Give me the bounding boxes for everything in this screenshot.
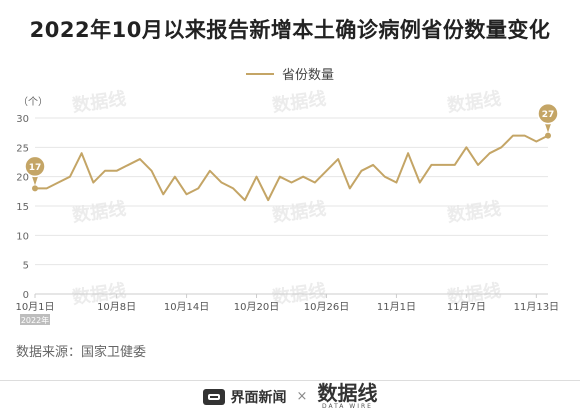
y-tick-label: 0	[23, 290, 29, 301]
x-tick-label: 11月1日	[377, 301, 416, 313]
watermark-text: 数据线	[71, 197, 128, 226]
annotation-label: 27	[542, 110, 555, 120]
chart-title: 2022年10月以来报告新增本土确诊病例省份数量变化	[29, 18, 551, 42]
datawire-brand: 数据线 DATA WIRE	[317, 383, 377, 410]
y-tick-label: 5	[23, 261, 29, 272]
watermark-text: 数据线	[271, 197, 328, 226]
legend-label: 省份数量	[281, 68, 334, 83]
datawire-brand-subtext: DATA WIRE	[321, 403, 373, 410]
y-unit-label: （个）	[18, 96, 48, 108]
x-tick-label: 10月8日	[97, 301, 136, 313]
x-tick-label: 11月7日	[447, 301, 486, 313]
series-line	[35, 134, 549, 202]
y-axis: 0 5 10 15 20 25 30 （个）	[16, 96, 48, 301]
footer: 界面新闻 × 数据线 DATA WIRE	[0, 383, 580, 410]
data-source: 数据来源：国家卫健委	[16, 345, 147, 360]
annotation-bubble	[537, 102, 559, 125]
x-tick-label: 10月20日	[234, 301, 279, 313]
x-axis: 10月1日 2022年 10月8日 10月14日 10月20日 10月26日 11月1日 11…	[15, 293, 559, 325]
x-tick-label: 10月26日	[304, 301, 349, 313]
grid-lines	[35, 117, 548, 266]
y-tick-label: 25	[16, 143, 29, 154]
x-sublabel-badge	[20, 314, 50, 325]
watermark-text: 数据线	[446, 197, 503, 226]
jiemian-logo-icon	[202, 388, 225, 405]
y-tick-label: 30	[16, 114, 29, 125]
y-tick-label: 15	[16, 202, 29, 213]
annotation-point	[545, 132, 551, 139]
annotation-label: 17	[29, 163, 42, 173]
x-tick-label: 10月14日	[164, 301, 209, 313]
annotation-bubble	[24, 155, 46, 178]
legend: 省份数量	[0, 64, 580, 83]
y-tick-label: 10	[16, 231, 29, 242]
datawire-brand-text: 数据线	[317, 381, 378, 405]
jiemian-brand: 界面新闻	[202, 387, 287, 407]
jiemian-brand-text: 界面新闻	[230, 389, 287, 406]
brand-separator: ×	[296, 389, 308, 404]
watermark-text: 数据线	[271, 87, 328, 116]
legend-swatch	[245, 72, 274, 75]
annotation-point	[32, 185, 38, 192]
y-tick-label: 20	[16, 173, 29, 184]
series-layer	[35, 134, 549, 202]
x-tick-label: 10月1日	[15, 301, 54, 313]
x-tick-label: 11月13日	[514, 301, 559, 313]
watermark-text: 数据线	[446, 87, 503, 116]
footer-divider	[0, 380, 580, 381]
x-tick-sublabel: 2022年	[21, 315, 49, 325]
watermark-text: 数据线	[71, 87, 128, 116]
